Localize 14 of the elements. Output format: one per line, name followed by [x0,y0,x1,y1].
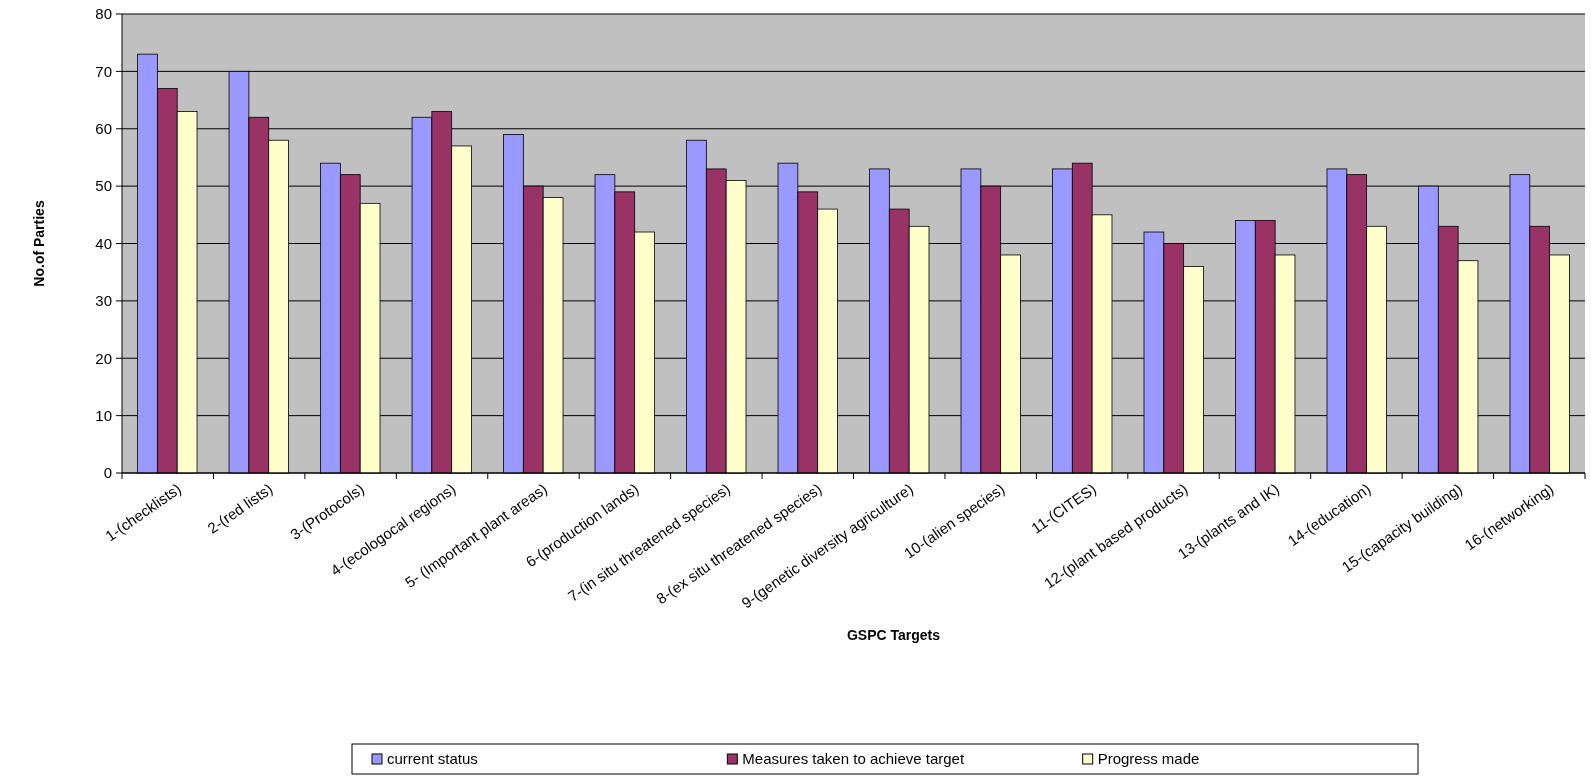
y-tick-label: 70 [95,62,112,80]
y-tick-label: 50 [95,177,112,195]
y-tick-label: 80 [95,5,112,23]
legend-label: Progress made [1097,750,1200,768]
y-tick-label: 0 [103,464,112,482]
x-axis-title: GSPC Targets [846,627,941,643]
y-axis-title: No.of Parties [31,200,47,287]
y-tick-label: 20 [95,349,112,367]
y-tick-label: 40 [95,234,112,252]
y-tick-label: 10 [95,406,112,424]
y-tick-label: 30 [95,292,112,310]
legend-label: Measures taken to achieve target [742,750,965,768]
legend-label: current status [387,750,478,768]
y-tick-label: 60 [95,120,112,137]
